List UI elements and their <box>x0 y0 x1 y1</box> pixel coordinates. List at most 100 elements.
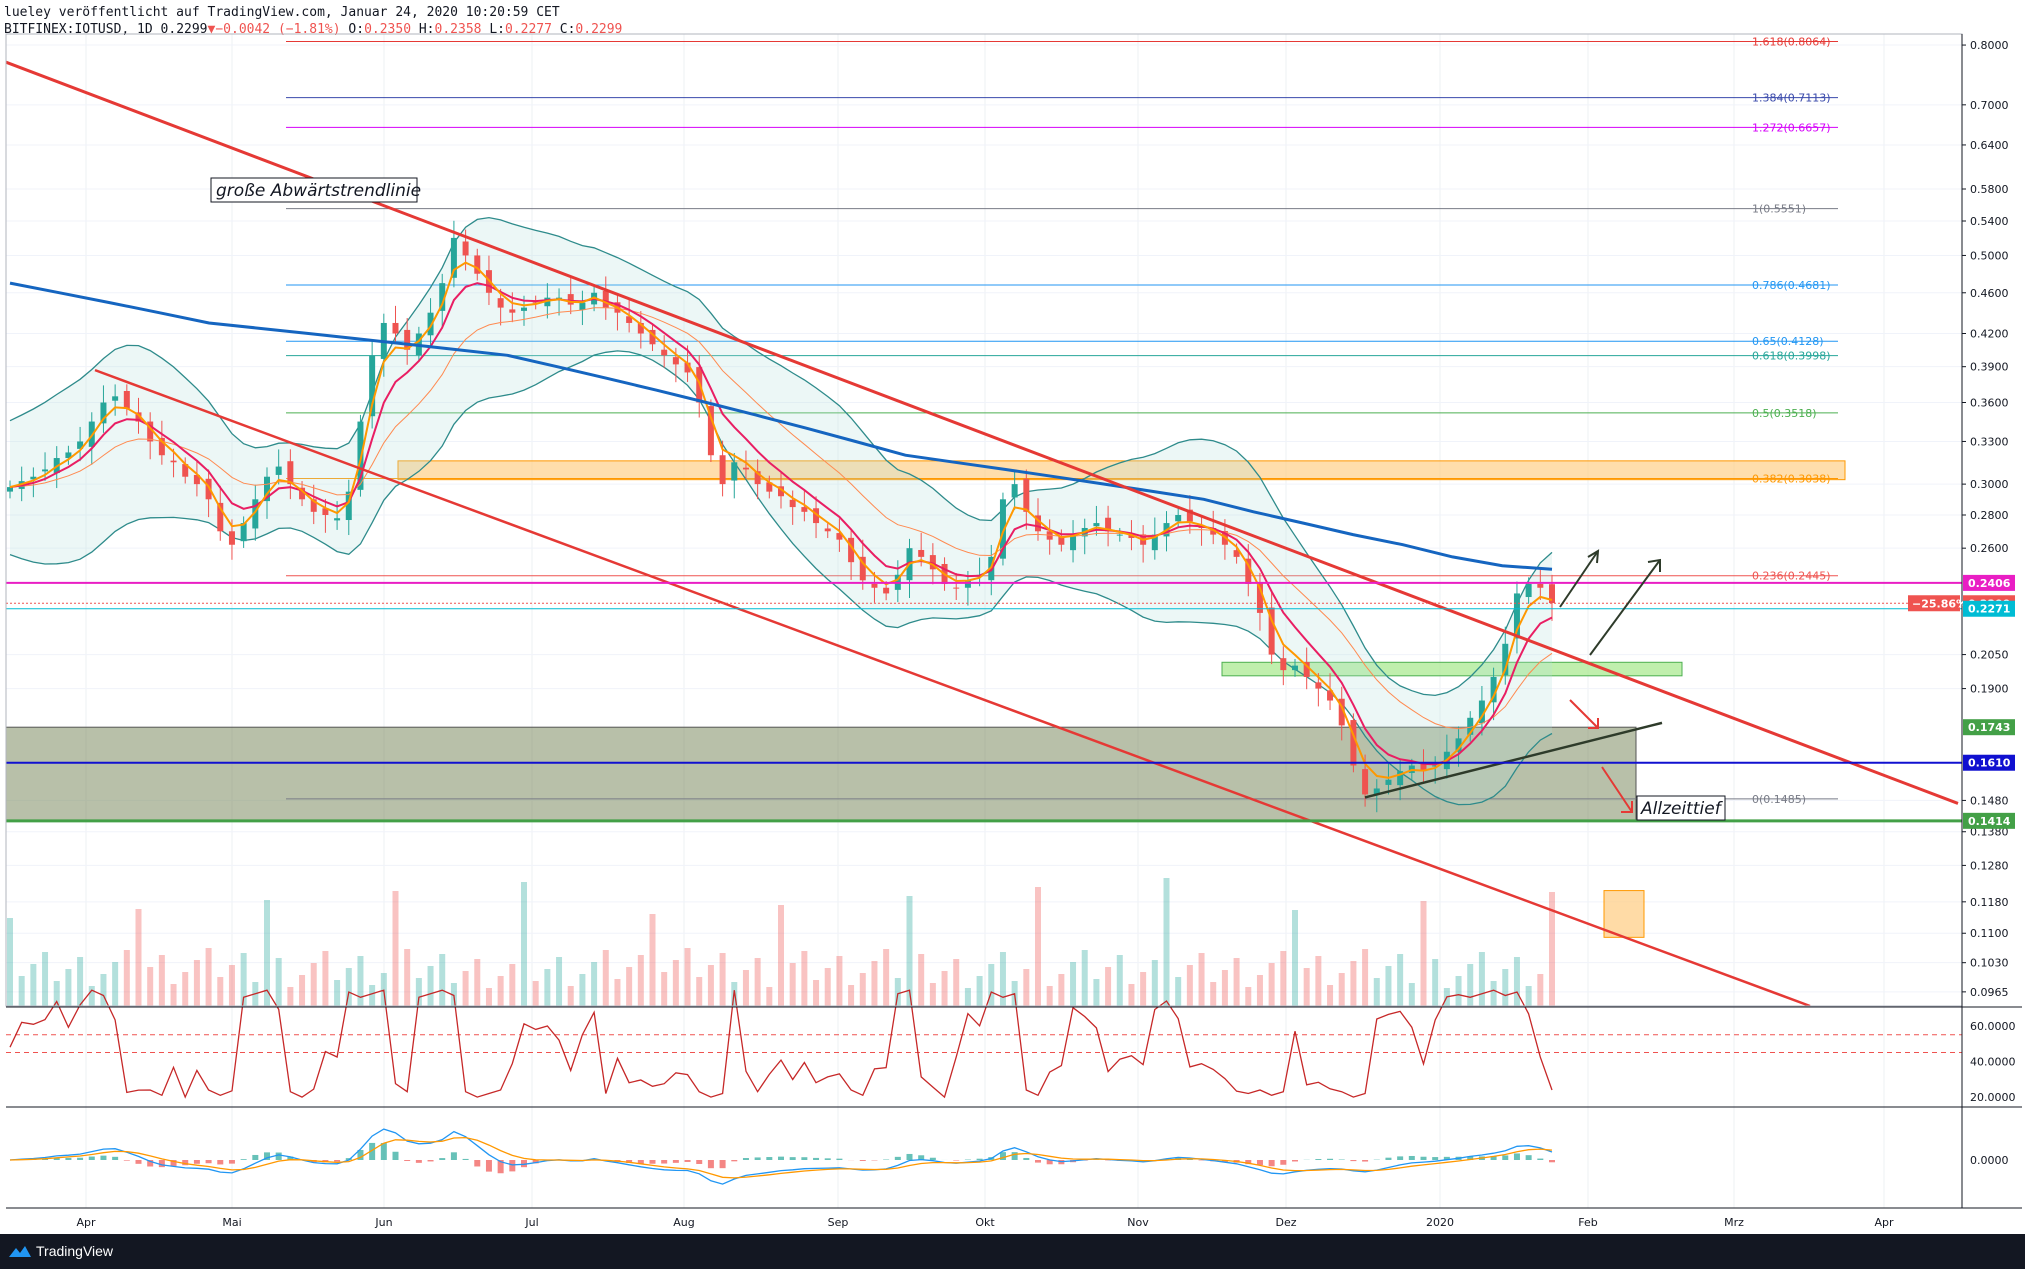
arrow-up-1 <box>1559 550 1599 608</box>
macd-hist-bar <box>462 1158 469 1160</box>
price-tag-bg <box>1963 812 2015 829</box>
volume-bar <box>1362 949 1369 1006</box>
volume-bar <box>836 956 843 1006</box>
volume-bar <box>345 968 352 1006</box>
candle-body <box>182 464 189 477</box>
candle-body <box>1023 478 1030 512</box>
chart-header: lueley veröffentlicht auf TradingView.co… <box>4 4 622 38</box>
volume-bar <box>1502 969 1509 1006</box>
fib-label: 1.618(0.8064) <box>1752 35 1831 48</box>
macd-hist-bar <box>836 1158 843 1160</box>
macd-hist-bar <box>1292 1160 1298 1162</box>
macd-hist-bar <box>112 1156 119 1160</box>
candle-body <box>252 499 259 529</box>
price-tag: 0.1414 <box>1968 815 2011 828</box>
publish-line: lueley veröffentlicht auf TradingView.co… <box>4 5 560 20</box>
volume-bar <box>1256 975 1263 1006</box>
volume-bar <box>602 950 609 1006</box>
candle-body <box>556 297 563 299</box>
macd-hist-bar <box>158 1160 165 1168</box>
rsi-tick-label: 20.0000 <box>1970 1091 2016 1104</box>
candle-body <box>205 478 212 500</box>
volume-bar <box>77 957 84 1006</box>
volume-bar <box>1128 984 1135 1006</box>
macd-hist-bar <box>953 1160 960 1161</box>
volume-bar <box>322 951 329 1006</box>
volume-bar <box>684 948 691 1006</box>
volume-bar <box>1467 964 1474 1006</box>
candle-body <box>158 437 165 456</box>
volume-bar <box>637 955 644 1006</box>
fib-label: 0.65(0.4128) <box>1752 335 1824 348</box>
macd-hist-bar <box>754 1157 761 1160</box>
volume-bar <box>929 983 936 1006</box>
y-tick-label: 0.1180 <box>1970 896 2009 909</box>
volume-bar <box>941 971 948 1006</box>
macd-hist-bar <box>742 1158 749 1160</box>
annotation-box <box>1636 795 1726 821</box>
macd-hist-bar <box>380 1143 387 1160</box>
candle-body <box>228 531 235 545</box>
candle-body <box>672 357 679 365</box>
macd-hist-bar <box>731 1160 738 1162</box>
candle-body <box>1280 658 1287 671</box>
macd-hist-bar <box>53 1157 60 1160</box>
macd-hist-bar <box>801 1157 808 1160</box>
y-tick-label: 0.2600 <box>1970 542 2009 555</box>
volume-bar <box>1455 976 1462 1006</box>
x-tick-label: Mai <box>222 1216 241 1229</box>
volume-bar <box>556 957 563 1006</box>
macd-hist-bar <box>1023 1157 1030 1160</box>
y-tick-label: 0.1100 <box>1970 927 2009 940</box>
candle-body <box>1256 582 1263 613</box>
candle-body <box>637 322 644 334</box>
volume-bar <box>1350 961 1357 1006</box>
macd-hist-bar <box>1467 1156 1474 1160</box>
y-tick-label: 0.2800 <box>1970 509 2009 522</box>
macd-hist-bar <box>1432 1157 1439 1160</box>
y-tick-label: 0.3000 <box>1970 478 2009 491</box>
macd-hist-bar <box>1525 1155 1532 1160</box>
volume-bar <box>450 983 457 1006</box>
macd-pane <box>9 1128 1555 1185</box>
macd-hist-bar <box>77 1157 84 1160</box>
y-tick-label: 0.5400 <box>1970 215 2009 228</box>
candle-body <box>883 587 890 594</box>
volume-bar <box>1105 967 1112 1006</box>
volume-bar <box>7 918 13 1006</box>
volume-bar <box>1233 958 1240 1006</box>
candle-body <box>1292 665 1298 671</box>
fib-label: 0.5(0.3518) <box>1752 407 1817 420</box>
chart-canvas[interactable]: 1.618(0.8064) 1.384(0.7113) 1.272(0.6657) 1… <box>0 0 2025 1234</box>
candle-body <box>1549 584 1555 604</box>
macd-hist-bar <box>1011 1152 1018 1160</box>
y-tick-label: 0.5000 <box>1970 249 2009 262</box>
volume-bar <box>953 959 960 1006</box>
x-tick-label: Sep <box>828 1216 849 1229</box>
fib-label: 0.236(0.2445) <box>1752 570 1831 583</box>
x-tick-label: 2020 <box>1426 1216 1454 1229</box>
volume-bar <box>649 914 656 1006</box>
volume-bar <box>369 985 376 1006</box>
price-tag-bg <box>1963 754 2015 771</box>
price-tag: 0.1610 <box>1968 757 2011 770</box>
volume-bar <box>287 987 294 1006</box>
volume-bar <box>170 984 177 1006</box>
candle-body <box>964 580 971 588</box>
candle-body <box>310 499 317 512</box>
volume-bar <box>1397 954 1404 1006</box>
volume-bar <box>707 965 714 1006</box>
y-tick-label: 0.3600 <box>1970 397 2009 410</box>
macd-hist-bar <box>205 1160 212 1164</box>
candle-body <box>1385 779 1392 785</box>
candle-body <box>953 587 960 589</box>
volume-bar <box>1245 987 1252 1006</box>
ohlc-high: 0.2358 <box>434 22 482 37</box>
candle-body <box>719 455 726 485</box>
volume-bar <box>1490 981 1497 1006</box>
macd-hist-bar <box>345 1158 352 1160</box>
volume-bar <box>859 973 866 1006</box>
candle-body <box>1245 558 1252 585</box>
candle-body <box>1128 534 1135 538</box>
volume-bar <box>766 987 773 1006</box>
